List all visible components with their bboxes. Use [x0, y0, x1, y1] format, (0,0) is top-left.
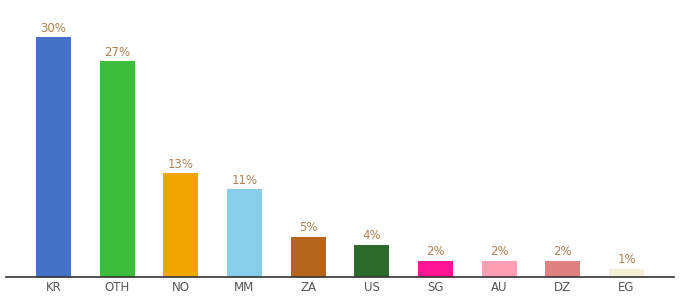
Text: 2%: 2%	[554, 245, 572, 258]
Bar	[545, 261, 580, 277]
Bar	[354, 245, 390, 277]
Bar	[609, 268, 644, 277]
Bar	[418, 261, 453, 277]
Text: 30%: 30%	[41, 22, 67, 35]
Text: 2%: 2%	[426, 245, 445, 258]
Text: 2%: 2%	[490, 245, 509, 258]
Text: 4%: 4%	[362, 229, 381, 242]
Text: 1%: 1%	[617, 253, 636, 266]
Bar	[290, 237, 326, 277]
Text: 11%: 11%	[231, 173, 258, 187]
Bar	[481, 261, 517, 277]
Text: 13%: 13%	[168, 158, 194, 171]
Bar	[36, 38, 71, 277]
Text: 27%: 27%	[104, 46, 130, 59]
Bar	[227, 189, 262, 277]
Bar	[100, 61, 135, 277]
Bar	[163, 173, 199, 277]
Text: 5%: 5%	[299, 221, 318, 234]
